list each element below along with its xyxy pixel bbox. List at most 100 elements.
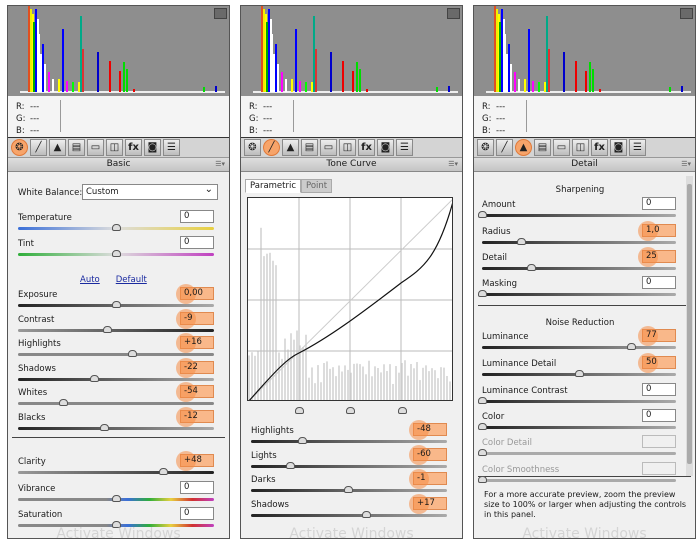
slider-value-input[interactable]: 77: [642, 329, 676, 342]
auto-link[interactable]: Auto: [80, 275, 100, 285]
slider-thumb[interactable]: [344, 486, 353, 493]
slider-thumb[interactable]: [159, 468, 168, 475]
slider-value-input[interactable]: 0: [642, 409, 676, 422]
slider-value-input[interactable]: -12: [180, 410, 214, 423]
slider-thumb[interactable]: [112, 250, 121, 257]
default-link[interactable]: Default: [116, 275, 147, 285]
slider-thumb[interactable]: [478, 397, 487, 404]
presets-icon[interactable]: ☰: [396, 139, 413, 156]
shadow-clipping-warning-icon[interactable]: [477, 9, 489, 19]
slider-thumb[interactable]: [478, 211, 487, 218]
slider-track[interactable]: [482, 293, 676, 296]
slider-thumb[interactable]: [90, 375, 99, 382]
hsl-icon[interactable]: ▤: [68, 139, 85, 156]
region-split-handle[interactable]: [346, 407, 355, 414]
slider-value-input[interactable]: 25: [642, 250, 676, 263]
slider-thumb[interactable]: [527, 264, 536, 271]
hsl-icon[interactable]: ▤: [534, 139, 551, 156]
highlight-clipping-warning-icon[interactable]: [447, 8, 460, 19]
tone-curve-graph[interactable]: [247, 197, 453, 401]
tab-parametric[interactable]: Parametric: [245, 179, 301, 193]
slider-thumb[interactable]: [478, 476, 487, 483]
slider-value-input[interactable]: 50: [642, 356, 676, 369]
slider-value-input[interactable]: 0: [180, 210, 214, 223]
slider-value-input[interactable]: 0: [180, 507, 214, 520]
shadow-clipping-warning-icon[interactable]: [11, 9, 23, 19]
panel-menu-icon[interactable]: ☰▾: [681, 158, 691, 171]
slider-track[interactable]: [251, 440, 447, 443]
panel-menu-icon[interactable]: ☰▾: [215, 158, 225, 171]
slider-value-input[interactable]: 0: [642, 197, 676, 210]
slider-value-input[interactable]: -1: [413, 472, 447, 485]
slider-track[interactable]: [482, 267, 676, 270]
slider-track[interactable]: [18, 353, 214, 356]
slider-track[interactable]: [251, 514, 447, 517]
presets-icon[interactable]: ☰: [629, 139, 646, 156]
white-balance-select[interactable]: Custom ⌄: [82, 184, 218, 200]
slider-value-input[interactable]: 0: [642, 276, 676, 289]
slider-value-input[interactable]: -60: [413, 448, 447, 461]
slider-thumb[interactable]: [112, 224, 121, 231]
tone-curve-icon[interactable]: ╱: [263, 139, 280, 156]
slider-value-input[interactable]: -54: [180, 385, 214, 398]
presets-icon[interactable]: ☰: [163, 139, 180, 156]
tone-curve-icon[interactable]: ╱: [30, 139, 47, 156]
shadow-clipping-warning-icon[interactable]: [244, 9, 256, 19]
effects-icon[interactable]: fx: [591, 139, 608, 156]
slider-thumb[interactable]: [362, 511, 371, 518]
slider-thumb[interactable]: [478, 290, 487, 297]
slider-value-input[interactable]: -48: [413, 423, 447, 436]
slider-track[interactable]: [482, 479, 676, 482]
slider-value-input[interactable]: 1,0: [642, 224, 676, 237]
slider-track[interactable]: [482, 346, 676, 349]
split-toning-icon[interactable]: ▭: [553, 139, 570, 156]
basic-icon[interactable]: ❂: [11, 139, 28, 156]
slider-value-input[interactable]: 0,00: [180, 287, 214, 300]
basic-icon[interactable]: ❂: [477, 139, 494, 156]
detail-icon[interactable]: ▲: [515, 139, 532, 156]
slider-track[interactable]: [482, 241, 676, 244]
slider-value-input[interactable]: 0: [180, 481, 214, 494]
panel-menu-icon[interactable]: ☰▾: [448, 158, 458, 171]
slider-thumb[interactable]: [298, 437, 307, 444]
slider-thumb[interactable]: [517, 238, 526, 245]
slider-thumb[interactable]: [59, 399, 68, 406]
detail-icon[interactable]: ▲: [282, 139, 299, 156]
slider-thumb[interactable]: [112, 495, 121, 502]
split-toning-icon[interactable]: ▭: [320, 139, 337, 156]
slider-thumb[interactable]: [627, 343, 636, 350]
slider-thumb[interactable]: [286, 462, 295, 469]
effects-icon[interactable]: fx: [125, 139, 142, 156]
slider-thumb[interactable]: [100, 424, 109, 431]
slider-track[interactable]: [18, 471, 214, 474]
slider-thumb[interactable]: [478, 423, 487, 430]
slider-value-input[interactable]: +48: [180, 454, 214, 467]
slider-thumb[interactable]: [575, 370, 584, 377]
slider-value-input[interactable]: +17: [413, 497, 447, 510]
highlight-clipping-warning-icon[interactable]: [680, 8, 693, 19]
slider-track[interactable]: [482, 426, 676, 429]
slider-value-input[interactable]: 0: [180, 236, 214, 249]
split-toning-icon[interactable]: ▭: [87, 139, 104, 156]
slider-thumb[interactable]: [478, 449, 487, 456]
slider-track[interactable]: [251, 465, 447, 468]
highlight-clipping-warning-icon[interactable]: [214, 8, 227, 19]
detail-icon[interactable]: ▲: [49, 139, 66, 156]
slider-thumb[interactable]: [128, 350, 137, 357]
slider-value-input[interactable]: -22: [180, 361, 214, 374]
camera-calibration-icon[interactable]: ◙: [377, 139, 394, 156]
basic-icon[interactable]: ❂: [244, 139, 261, 156]
slider-track[interactable]: [18, 378, 214, 381]
slider-thumb[interactable]: [103, 326, 112, 333]
slider-track[interactable]: [18, 427, 214, 430]
slider-track[interactable]: [482, 452, 676, 455]
slider-thumb[interactable]: [112, 301, 121, 308]
lens-corrections-icon[interactable]: ◫: [339, 139, 356, 156]
hsl-icon[interactable]: ▤: [301, 139, 318, 156]
tab-point[interactable]: Point: [301, 179, 332, 193]
lens-corrections-icon[interactable]: ◫: [572, 139, 589, 156]
slider-value-input[interactable]: 0: [642, 383, 676, 396]
region-split-handle[interactable]: [398, 407, 407, 414]
region-split-handle[interactable]: [295, 407, 304, 414]
camera-calibration-icon[interactable]: ◙: [610, 139, 627, 156]
